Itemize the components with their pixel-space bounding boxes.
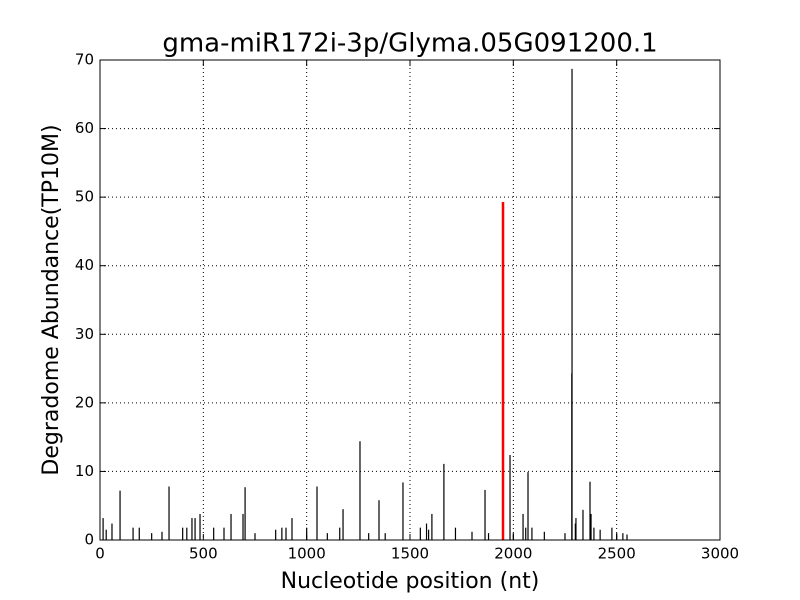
y-tick-label: 0	[84, 531, 94, 549]
chart-title: gma-miR172i-3p/Glyma.05G091200.1	[162, 29, 657, 59]
x-tick-label: 500	[189, 545, 218, 563]
plot-frame	[99, 59, 721, 541]
y-tick-label: 50	[75, 188, 94, 206]
x-tick-label: 0	[95, 545, 105, 563]
x-tick-label: 3000	[701, 545, 739, 563]
y-axis-label: Degradome Abundance(TP10M)	[39, 124, 64, 475]
x-tick-label: 2000	[494, 545, 532, 563]
x-tick-label: 1000	[288, 545, 326, 563]
y-tick-label: 10	[75, 462, 94, 480]
x-tick-label: 1500	[391, 545, 429, 563]
y-tick-label: 30	[75, 325, 94, 343]
x-tick-label: 2500	[598, 545, 636, 563]
x-axis-label: Nucleotide position (nt)	[281, 569, 540, 594]
y-tick-label: 20	[75, 393, 94, 411]
y-tick-label: 70	[75, 51, 94, 69]
y-tick-label: 40	[75, 256, 94, 274]
y-tick-label: 60	[75, 119, 94, 137]
